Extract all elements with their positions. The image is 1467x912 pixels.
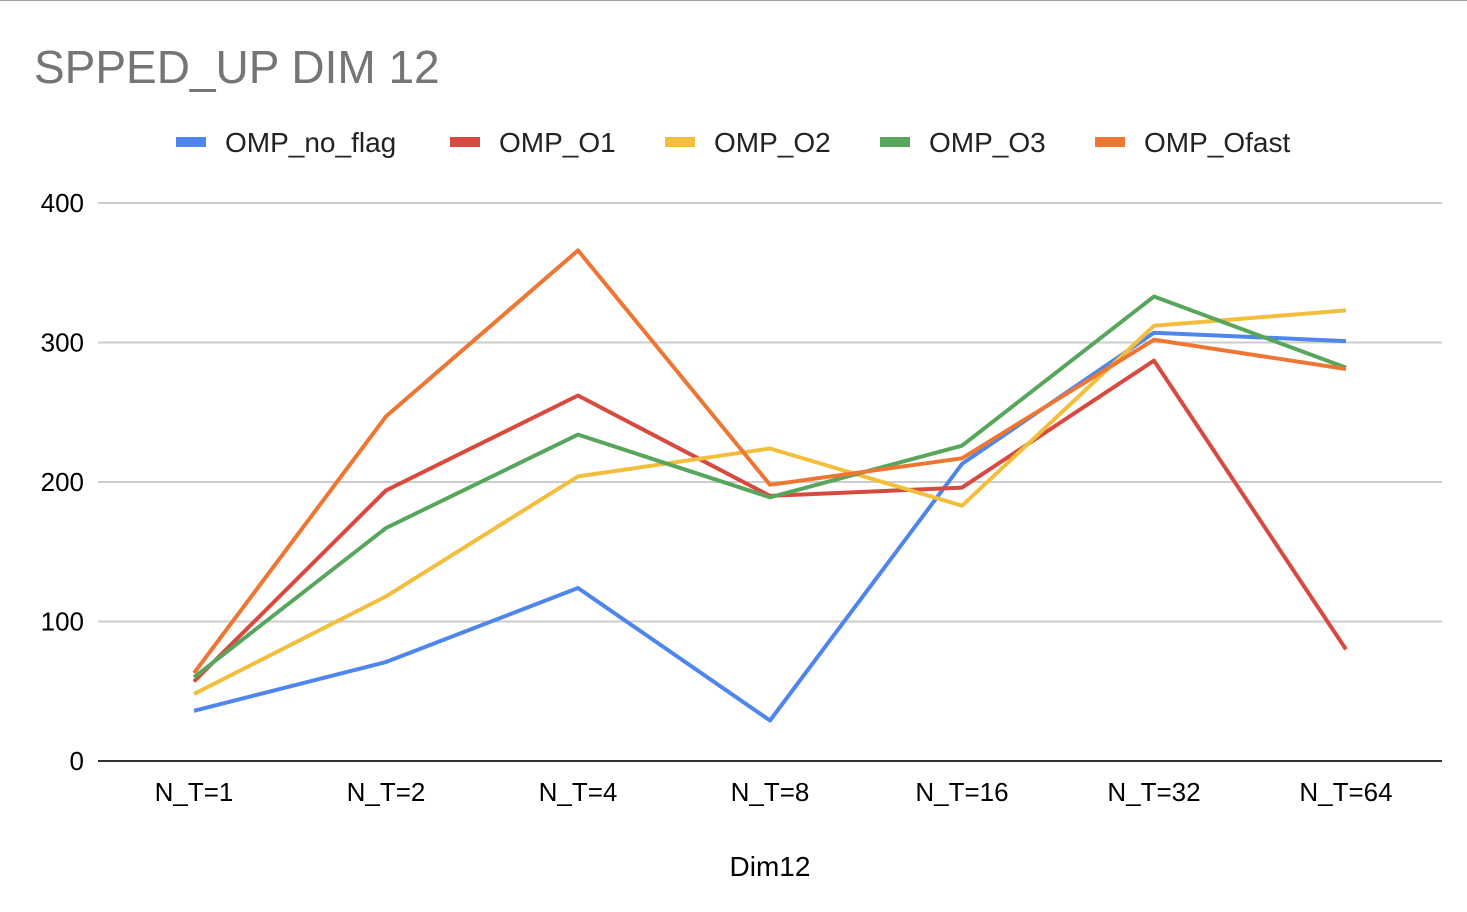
legend-swatch — [450, 137, 480, 147]
legend-label: OMP_O3 — [929, 127, 1046, 158]
legend-swatch — [176, 137, 206, 147]
x-tick-label: N_T=4 — [539, 777, 618, 807]
legend-label: OMP_no_flag — [225, 127, 396, 158]
x-tick-label: N_T=32 — [1107, 777, 1200, 807]
y-tick-label: 300 — [41, 328, 84, 358]
series-line-omp-o2 — [193, 308, 1347, 696]
series-line-omp-ofast — [192, 248, 1347, 675]
y-tick-label: 100 — [41, 607, 84, 637]
legend-swatch — [1095, 137, 1125, 147]
legend: OMP_no_flag OMP_O1 OMP_O2 OMP_O3 OMP_Ofast — [176, 127, 1290, 158]
legend-label: OMP_O2 — [714, 127, 831, 158]
x-tick-label: N_T=8 — [731, 777, 810, 807]
y-tick-label: 400 — [41, 188, 84, 218]
y-tick-label: 200 — [41, 467, 84, 497]
legend-swatch — [880, 137, 910, 147]
y-axis-ticks: 0 100 200 300 400 — [41, 188, 84, 776]
series-line-omp-o1 — [192, 358, 1348, 683]
chart-title: SPPED_UP DIM 12 — [34, 41, 440, 93]
y-tick-label: 0 — [70, 746, 84, 776]
legend-swatch — [665, 137, 695, 147]
series-lines — [192, 248, 1348, 723]
x-tick-label: N_T=2 — [347, 777, 426, 807]
x-tick-label: N_T=16 — [915, 777, 1008, 807]
top-border — [0, 0, 1467, 1]
x-axis-title: Dim12 — [730, 851, 811, 882]
x-tick-label: N_T=64 — [1299, 777, 1392, 807]
x-tick-label: N_T=1 — [155, 777, 234, 807]
legend-label: OMP_Ofast — [1144, 127, 1290, 158]
x-axis-ticks: N_T=1 N_T=2 N_T=4 N_T=8 N_T=16 N_T=32 N_T=64 — [155, 777, 1393, 807]
series-line-omp-o3 — [192, 294, 1347, 679]
legend-label: OMP_O1 — [499, 127, 616, 158]
